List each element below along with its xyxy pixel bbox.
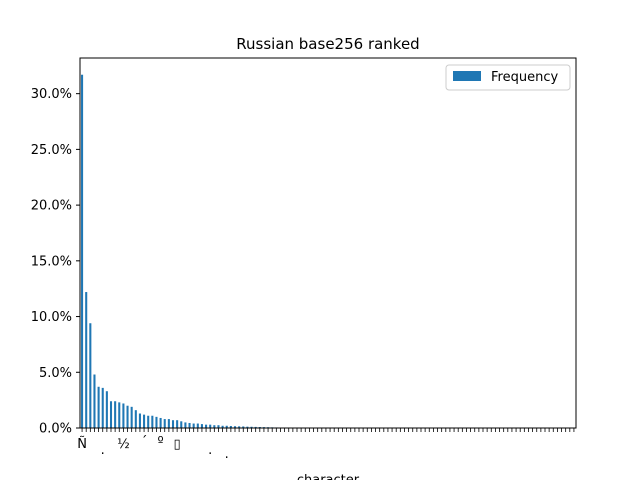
y-tick-label: 0.0% xyxy=(39,422,72,437)
bar xyxy=(221,425,224,428)
bar xyxy=(97,386,100,428)
x-tick-label: º xyxy=(158,435,164,450)
x-tick-label: . xyxy=(208,443,212,458)
bar xyxy=(138,413,141,428)
x-axis-label: character xyxy=(297,473,360,480)
bar xyxy=(171,420,175,428)
legend: Frequency xyxy=(445,64,571,91)
y-tick-label: 10.0% xyxy=(31,310,72,325)
bar xyxy=(126,405,129,428)
bar xyxy=(81,74,84,428)
x-tick-label: Ñ xyxy=(77,436,87,452)
chart-title: Russian base256 ranked xyxy=(236,35,419,53)
plot-frame xyxy=(79,57,577,429)
bar xyxy=(101,387,104,428)
bar xyxy=(188,422,191,428)
y-tick-label: 25.0% xyxy=(31,143,72,158)
bar xyxy=(209,424,212,428)
bar xyxy=(176,420,179,428)
y-tick-label: 5.0% xyxy=(39,366,72,381)
bar xyxy=(130,406,133,428)
bar xyxy=(122,403,125,428)
bar xyxy=(118,402,121,428)
legend-label: Frequency xyxy=(491,70,558,85)
x-tick-label: ▯ xyxy=(174,437,181,452)
bar xyxy=(93,374,96,428)
bar xyxy=(85,292,88,428)
x-tick-label: ½ xyxy=(117,437,130,452)
y-tick-label: 30.0% xyxy=(31,87,72,102)
bar xyxy=(213,425,216,428)
bar xyxy=(159,417,162,428)
x-tick-label: . xyxy=(101,443,105,458)
bar xyxy=(246,426,249,428)
bar xyxy=(89,323,92,428)
bar xyxy=(105,391,108,428)
x-axis: Ñ. ½ ´ º ▯.. xyxy=(77,428,575,462)
x-tick-label: . xyxy=(225,447,229,462)
x-tick-label: ´ xyxy=(141,435,148,450)
bar xyxy=(167,419,170,428)
bar xyxy=(192,423,195,428)
bar xyxy=(233,426,237,428)
bars-group xyxy=(81,74,575,428)
y-tick-label: 20.0% xyxy=(31,199,72,214)
y-axis: 0.0% 5.0% 10.0% 15.0% 20.0% 25.0% 30.0% xyxy=(31,87,80,437)
bar xyxy=(196,423,199,428)
bar xyxy=(229,425,232,428)
y-tick-label: 15.0% xyxy=(31,254,72,269)
bar xyxy=(155,416,158,428)
bar xyxy=(151,415,154,428)
bar xyxy=(238,426,241,428)
bar xyxy=(180,421,183,428)
bar xyxy=(242,426,245,428)
bar xyxy=(217,425,220,428)
legend-swatch xyxy=(453,71,481,81)
bar xyxy=(200,424,203,428)
bar xyxy=(134,410,137,428)
bar xyxy=(254,426,257,428)
bar xyxy=(163,419,166,428)
bar xyxy=(114,401,117,428)
bar xyxy=(225,425,228,428)
bar xyxy=(109,401,113,428)
bar xyxy=(205,424,208,428)
bar xyxy=(184,422,187,428)
bar xyxy=(250,426,253,428)
bar xyxy=(143,414,146,428)
bar xyxy=(147,415,150,428)
